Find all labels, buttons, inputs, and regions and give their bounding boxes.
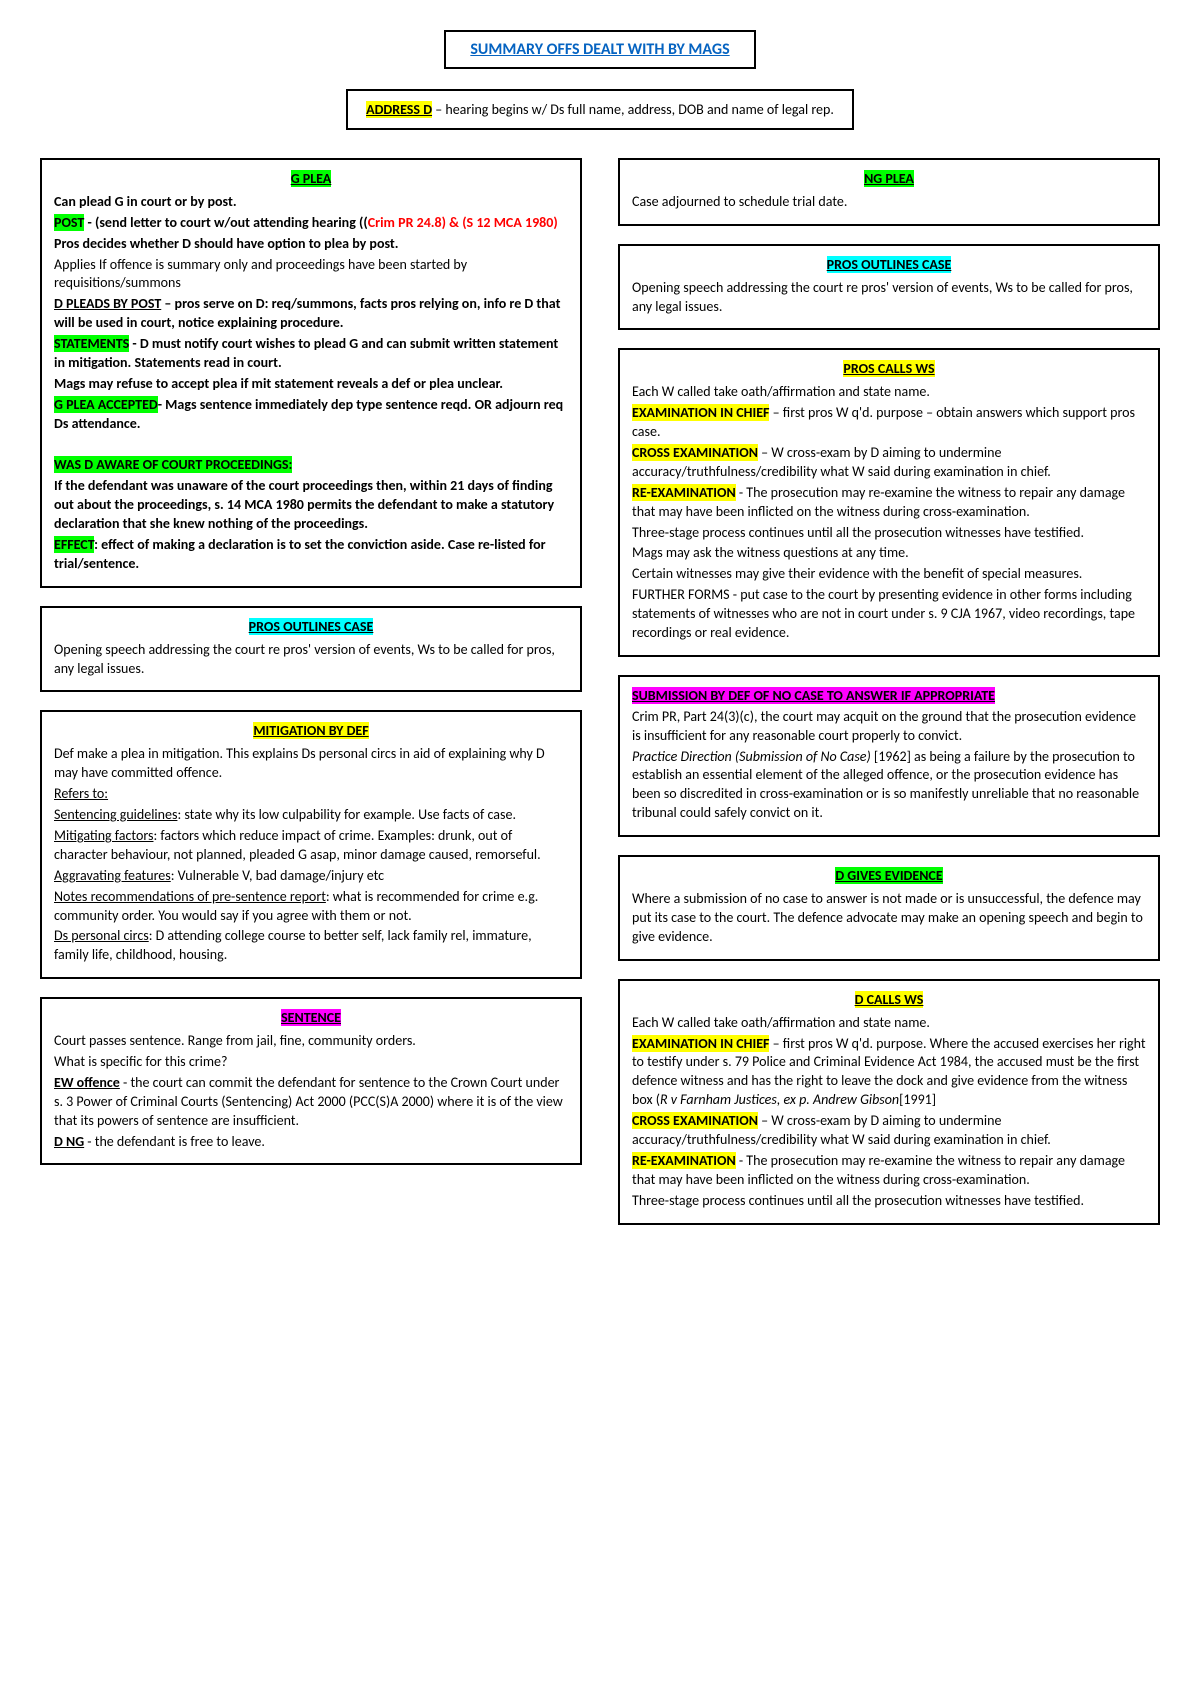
mitigation-l2: Refers to:	[54, 785, 108, 802]
address-label: ADDRESS D	[366, 101, 432, 118]
pc-rx-label: RE-EXAMINATION	[632, 484, 736, 501]
page-title: SUMMARY OFFS DEALT WITH BY MAGS	[444, 30, 755, 69]
columns: G PLEA Can plead G in court or by post. …	[40, 158, 1160, 1225]
mit-g5-label: Ds personal circs	[54, 927, 149, 944]
ng-plea-box: NG PLEA Case adjourned to schedule trial…	[618, 158, 1160, 226]
mit-g2-label: Mitigating factors	[54, 827, 153, 844]
mitigation-box: MITIGATION BY DEF Def make a plea in mit…	[40, 710, 582, 979]
dc-rx-label: RE-EXAMINATION	[632, 1152, 736, 1169]
sentence-l2: What is specific for this crime?	[54, 1053, 568, 1072]
post-red: Crim PR 24.8) & (S 12 MCA 1980)	[368, 214, 558, 231]
d-calls-box: D CALLS WS Each W called take oath/affir…	[618, 979, 1160, 1225]
sentence-header: SENTENCE	[281, 1009, 341, 1026]
mit-g4-label: Notes recommendations of pre-sentence re…	[54, 888, 326, 905]
submission-l2i: Practice Direction (Submission of No Cas…	[632, 748, 871, 765]
submission-header: SUBMISSION BY DEF OF NO CASE TO ANSWER I…	[632, 687, 995, 704]
address-box: ADDRESS D – hearing begins w/ Ds full na…	[346, 89, 854, 130]
left-column: G PLEA Can plead G in court or by post. …	[40, 158, 582, 1225]
pros-calls-l4: Certain witnesses may give their evidenc…	[632, 565, 1146, 584]
aware-text: If the defendant was unaware of the cour…	[54, 477, 568, 534]
pc-cx-label: CROSS EXAMINATION	[632, 444, 758, 461]
mitigation-l1: Def make a plea in mitigation. This expl…	[54, 745, 568, 783]
pros-outlines-right-box: PROS OUTLINES CASE Opening speech addres…	[618, 244, 1160, 331]
mit-g1: : state why its low culpability for exam…	[177, 806, 516, 823]
d-calls-l1: Each W called take oath/affirmation and …	[632, 1014, 1146, 1033]
dc-ex-b: [1991]	[899, 1091, 936, 1108]
pc-ex-label: EXAMINATION IN CHIEF	[632, 404, 769, 421]
mit-g3: : Vulnerable V, bad damage/injury etc	[171, 867, 384, 884]
submission-l1: Crim PR, Part 24(3)(c), the court may ac…	[632, 708, 1146, 746]
address-text: – hearing begins w/ Ds full name, addres…	[432, 101, 834, 118]
ng-plea-text: Case adjourned to schedule trial date.	[632, 193, 1146, 212]
statements-label: STATEMENTS	[54, 335, 129, 352]
dng-label: D NG	[54, 1133, 84, 1150]
pros-calls-box: PROS CALLS WS Each W called take oath/af…	[618, 348, 1160, 656]
dc-cx-label: CROSS EXAMINATION	[632, 1112, 758, 1129]
sentence-box: SENTENCE Court passes sentence. Range fr…	[40, 997, 582, 1165]
d-gives-box: D GIVES EVIDENCE Where a submission of n…	[618, 855, 1160, 961]
post-a: - (send letter to court w/out attending …	[84, 214, 367, 231]
mit-g3-label: Aggravating features	[54, 867, 171, 884]
submission-box: SUBMISSION BY DEF OF NO CASE TO ANSWER I…	[618, 675, 1160, 837]
right-column: NG PLEA Case adjourned to schedule trial…	[618, 158, 1160, 1225]
effect-text: : effect of making a declaration is to s…	[54, 536, 546, 572]
g-plea-header: G PLEA	[291, 170, 332, 187]
ng-plea-header: NG PLEA	[864, 170, 914, 187]
pros-calls-l1: Each W called take oath/affirmation and …	[632, 383, 1146, 402]
d-gives-header: D GIVES EVIDENCE	[835, 867, 942, 884]
pros-outlines-right-header: PROS OUTLINES CASE	[827, 256, 952, 273]
dc-ex-i: R v Farnham Justices, ex p. Andrew Gibso…	[660, 1091, 899, 1108]
pros-calls-l5: FURTHER FORMS - put case to the court by…	[632, 586, 1146, 643]
mitigation-header: MITIGATION BY DEF	[253, 722, 368, 739]
d-calls-header: D CALLS WS	[855, 991, 924, 1008]
pros-outlines-left-header: PROS OUTLINES CASE	[249, 618, 374, 635]
effect-label: EFFECT	[54, 536, 94, 553]
dng-text: - the defendant is free to leave.	[84, 1133, 265, 1150]
ew-text: - the court can commit the defendant for…	[54, 1074, 563, 1129]
accepted-label: G PLEA ACCEPTED	[54, 396, 158, 413]
title-text: SUMMARY OFFS DEALT WITH BY MAGS	[470, 40, 729, 59]
mit-g1-label: Sentencing guidelines	[54, 806, 177, 823]
sentence-l1: Court passes sentence. Range from jail, …	[54, 1032, 568, 1051]
g-plea-l5: Mags may refuse to accept plea if mit st…	[54, 375, 568, 394]
g-plea-l3: Applies If offence is summary only and p…	[54, 256, 568, 294]
d-gives-text: Where a submission of no case to answer …	[632, 890, 1146, 947]
g-plea-l1: Can plead G in court or by post.	[54, 193, 568, 212]
post-label: POST	[54, 214, 84, 231]
dc-ex-label: EXAMINATION IN CHIEF	[632, 1035, 769, 1052]
statements-text: - D must notify court wishes to plead G …	[54, 335, 558, 371]
pleads-post-label: D PLEADS BY POST	[54, 295, 161, 312]
d-calls-l2: Three-stage process continues until all …	[632, 1192, 1146, 1211]
pros-outlines-left-text: Opening speech addressing the court re p…	[54, 641, 568, 679]
pros-calls-l3: Mags may ask the witness questions at an…	[632, 544, 1146, 563]
pros-calls-l2: Three-stage process continues until all …	[632, 524, 1146, 543]
pros-calls-header: PROS CALLS WS	[843, 360, 934, 377]
g-plea-box: G PLEA Can plead G in court or by post. …	[40, 158, 582, 588]
ew-label: EW offence	[54, 1074, 120, 1091]
pros-outlines-right-text: Opening speech addressing the court re p…	[632, 279, 1146, 317]
g-plea-l2: Pros decides whether D should have optio…	[54, 235, 568, 254]
aware-header: WAS D AWARE OF COURT PROCEEDINGS:	[54, 456, 292, 473]
pros-outlines-left-box: PROS OUTLINES CASE Opening speech addres…	[40, 606, 582, 693]
